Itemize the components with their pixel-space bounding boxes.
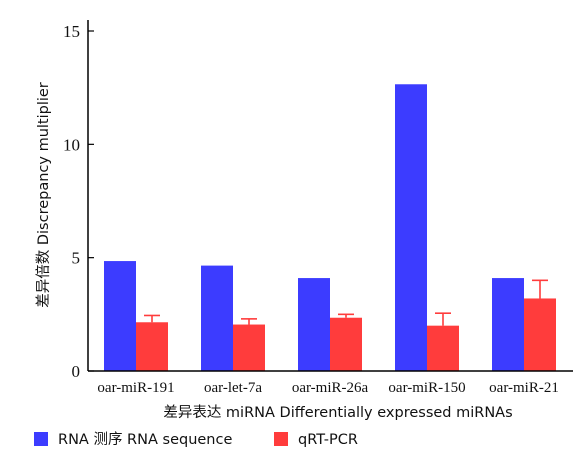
bar-oar-let-7a-series-1: [233, 324, 265, 371]
x-tick-label-oar-let-7a: oar-let-7a: [204, 380, 262, 396]
bar-oar-let-7a-series-0: [201, 265, 233, 371]
bar-oar-mir-150-series-0: [395, 84, 427, 372]
x-tick-labels: oar-miR-191 oar-let-7a oar-miR-26a oar-miR-…: [97, 380, 558, 396]
legend: RNA 测序 RNA sequence qRT-PCR: [34, 431, 358, 448]
bar-oar-mir-26a-series-1: [330, 317, 362, 371]
y-tick-label: 15: [63, 22, 80, 41]
bar-oar-mir-191-series-0: [104, 261, 136, 371]
x-tick-label-oar-mir-150: oar-miR-150: [388, 380, 465, 396]
bar-oar-mir-21-series-1: [524, 298, 556, 371]
y-ticks: 0 5 10 15: [63, 22, 94, 381]
x-tick-label-oar-mir-21: oar-miR-21: [489, 380, 559, 396]
legend-swatch-rna-sequence: [34, 432, 48, 446]
legend-swatch-qrt-pcr: [274, 432, 288, 446]
x-tick-label-oar-mir-26a: oar-miR-26a: [292, 380, 369, 396]
bar-oar-mir-26a-series-0: [298, 278, 330, 371]
bars-layer: [104, 84, 556, 372]
y-axis-title: 差异倍数 Discrepancy multiplier: [35, 82, 52, 308]
legend-label-rna-sequence: RNA 测序 RNA sequence: [58, 431, 232, 448]
bar-oar-mir-150-series-1: [427, 325, 459, 371]
y-tick-label: 0: [72, 362, 81, 381]
y-tick-label: 5: [72, 249, 81, 268]
x-axis-title: 差异表达 miRNA Differentially expressed miRN…: [163, 404, 512, 421]
y-tick-label: 10: [63, 135, 80, 154]
error-bars-layer: [144, 279, 548, 326]
bar-oar-mir-21-series-0: [492, 278, 524, 371]
legend-label-qrt-pcr: qRT-PCR: [298, 432, 358, 448]
bar-oar-mir-191-series-1: [136, 322, 168, 371]
x-tick-label-oar-mir-191: oar-miR-191: [97, 380, 174, 396]
